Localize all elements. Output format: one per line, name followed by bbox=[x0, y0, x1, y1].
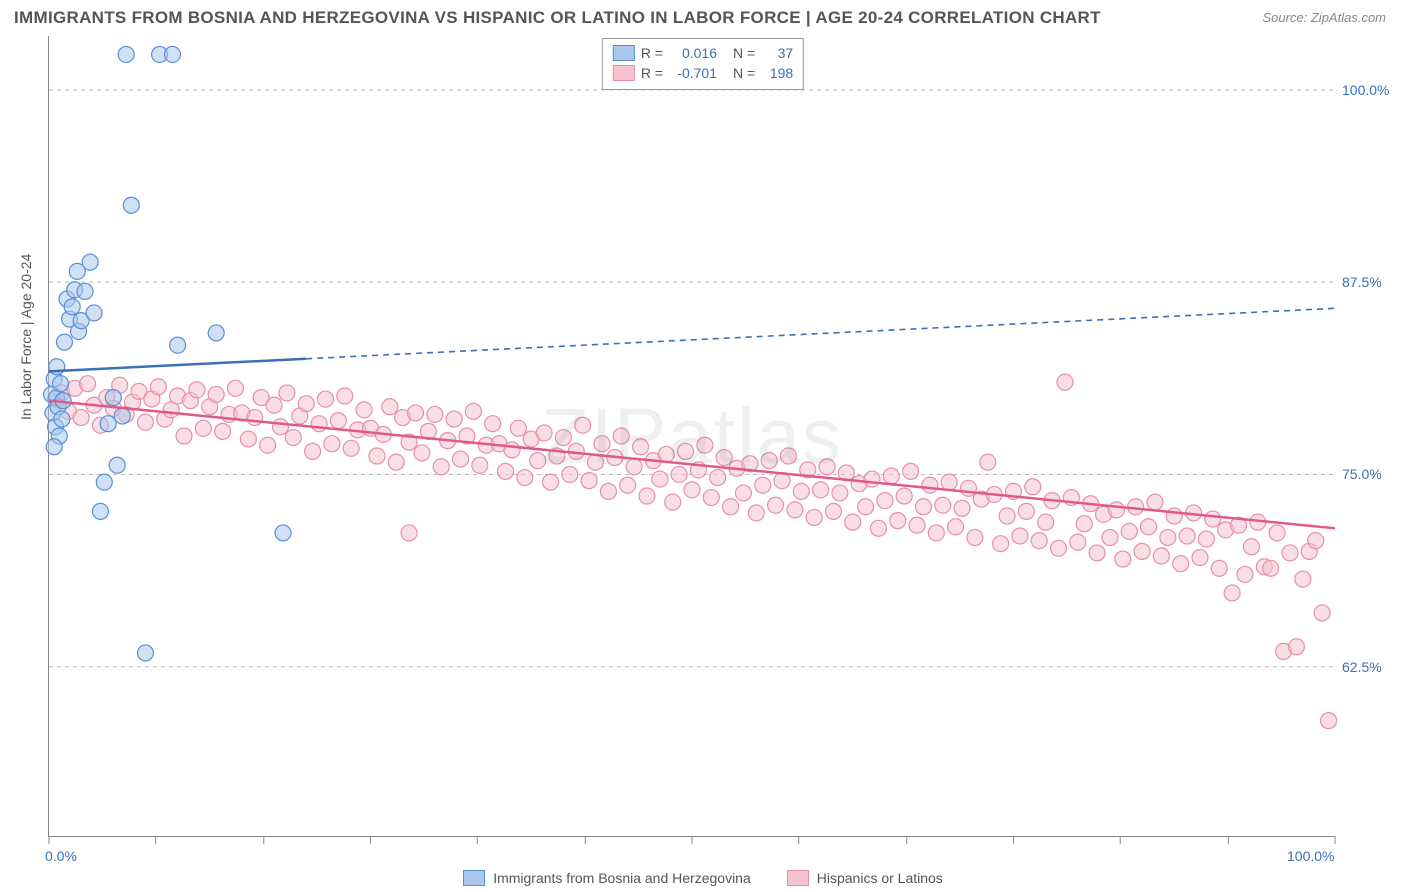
y-axis-title: In Labor Force | Age 20-24 bbox=[18, 254, 34, 420]
stat-r-value: -0.701 bbox=[669, 63, 717, 83]
legend-swatch bbox=[613, 45, 635, 61]
legend-swatch bbox=[613, 65, 635, 81]
series-legend: Immigrants from Bosnia and Herzegovina Hi… bbox=[0, 870, 1406, 886]
y-tick-label: 75.0% bbox=[1342, 466, 1397, 482]
scatter-plot-svg bbox=[49, 36, 1335, 836]
stat-n-value: 198 bbox=[761, 63, 793, 83]
source-label: Source: ZipAtlas.com bbox=[1262, 10, 1386, 25]
legend-item: Hispanics or Latinos bbox=[787, 870, 943, 886]
legend-swatch bbox=[463, 870, 485, 886]
legend-swatch bbox=[787, 870, 809, 886]
stat-n-label: N = bbox=[733, 43, 755, 63]
stat-n-value: 37 bbox=[761, 43, 793, 63]
stat-n-label: N = bbox=[733, 63, 755, 83]
legend-stat-row: R = 0.016 N = 37 bbox=[613, 43, 793, 63]
legend-label: Hispanics or Latinos bbox=[817, 870, 943, 886]
stat-r-value: 0.016 bbox=[669, 43, 717, 63]
x-tick-label: 0.0% bbox=[45, 848, 77, 864]
legend-item: Immigrants from Bosnia and Herzegovina bbox=[463, 870, 751, 886]
y-tick-label: 87.5% bbox=[1342, 274, 1397, 290]
y-tick-label: 62.5% bbox=[1342, 659, 1397, 675]
x-tick-label: 100.0% bbox=[1287, 848, 1334, 864]
chart-title: IMMIGRANTS FROM BOSNIA AND HERZEGOVINA V… bbox=[14, 8, 1101, 28]
correlation-legend: R = 0.016 N = 37 R = -0.701 N = 198 bbox=[602, 38, 804, 90]
legend-stat-row: R = -0.701 N = 198 bbox=[613, 63, 793, 83]
y-tick-label: 100.0% bbox=[1342, 82, 1397, 98]
plot-area: ZIPatlas 62.5%75.0%87.5%100.0%0.0%100.0% bbox=[48, 36, 1335, 837]
legend-label: Immigrants from Bosnia and Herzegovina bbox=[493, 870, 751, 886]
stat-r-label: R = bbox=[641, 63, 663, 83]
stat-r-label: R = bbox=[641, 43, 663, 63]
